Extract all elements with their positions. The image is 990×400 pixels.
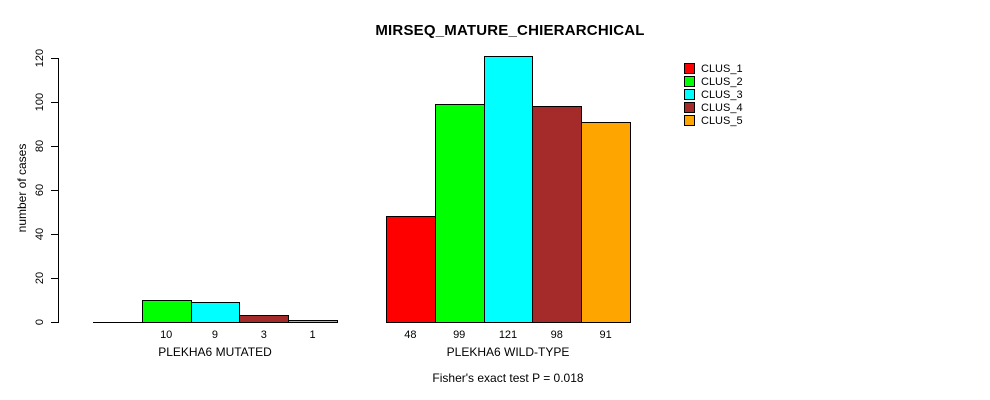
bar-value-label: 3	[260, 329, 267, 341]
bar-value-label: 10	[160, 329, 173, 341]
bar-value-label: 98	[550, 329, 563, 341]
legend-row: CLUS_3	[684, 88, 743, 101]
legend-swatch-clus_2	[684, 76, 695, 87]
legend-row: CLUS_1	[684, 62, 743, 75]
bar-clus_2	[434, 104, 485, 323]
legend-label: CLUS_5	[701, 114, 743, 127]
legend-swatch-clus_1	[684, 63, 695, 74]
y-tick-mark	[51, 190, 58, 191]
legend-label: CLUS_2	[701, 75, 743, 88]
legend: CLUS_1 CLUS_2 CLUS_3 CLUS_4 CLUS_5	[684, 62, 743, 127]
y-axis-line	[58, 58, 59, 323]
group-axis-label: PLEKHA6 WILD-TYPE	[446, 345, 570, 359]
group-axis-label: PLEKHA6 MUTATED	[158, 345, 272, 359]
legend-swatch-clus_4	[684, 102, 695, 113]
y-tick-mark	[51, 102, 58, 103]
legend-label: CLUS_3	[701, 88, 743, 101]
legend-row: CLUS_5	[684, 114, 743, 127]
bar-clus_5	[581, 121, 631, 323]
bar-value-label: 48	[404, 329, 417, 341]
chart-title: MIRSEQ_MATURE_CHIERARCHICAL	[375, 22, 645, 39]
bar-clus_2	[141, 300, 192, 323]
y-tick-label: 120	[34, 48, 46, 68]
y-tick-mark	[51, 278, 58, 279]
y-tick-mark	[51, 322, 58, 323]
bar-clus_3	[483, 55, 534, 323]
bar-value-label: 121	[498, 329, 518, 341]
legend-swatch-clus_5	[684, 115, 695, 126]
bar-value-label: 1	[309, 329, 316, 341]
y-tick-mark	[51, 146, 58, 147]
bar-clus_4	[239, 315, 290, 323]
y-axis-label-text: number of cases	[15, 143, 29, 233]
legend-swatch-clus_3	[684, 89, 695, 100]
y-tick-mark	[51, 234, 58, 235]
bar-clus_5	[288, 319, 338, 323]
bar-value-label: 99	[453, 329, 466, 341]
bar-clus_3	[190, 302, 241, 323]
legend-row: CLUS_2	[684, 75, 743, 88]
legend-row: CLUS_4	[684, 101, 743, 114]
bar-value-label: 9	[211, 329, 219, 341]
y-tick-mark	[51, 58, 58, 59]
bar-clus_4	[532, 106, 583, 323]
legend-label: CLUS_1	[701, 62, 743, 75]
bar-clus_1	[386, 216, 436, 323]
legend-label: CLUS_4	[701, 101, 743, 114]
bar-value-label: 91	[599, 329, 612, 341]
annotation-text: Fisher's exact test P = 0.018	[432, 371, 584, 385]
